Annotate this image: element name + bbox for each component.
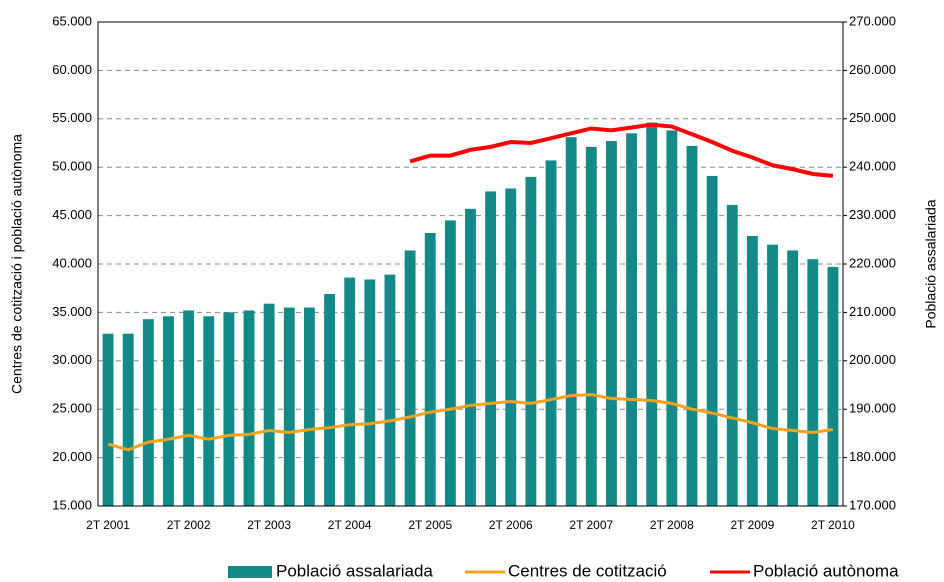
x-tick-label: 2T 2010 (811, 518, 855, 532)
bar (666, 130, 678, 506)
y-tick-label: 50.000 (52, 159, 92, 174)
bar (324, 294, 335, 506)
bar (787, 250, 799, 506)
y-tick-label: 25.000 (52, 401, 92, 416)
y2-tick-label: 270.000 (849, 13, 896, 28)
bar (142, 319, 154, 506)
x-tick-label: 2T 2002 (167, 518, 211, 532)
x-tick-label: 2T 2003 (247, 518, 291, 532)
bar (807, 259, 819, 506)
bar (505, 188, 517, 506)
legend-label: Població assalariada (276, 561, 433, 580)
line (107, 393, 834, 452)
bar (122, 333, 134, 506)
x-tick-label: 2T 2006 (489, 518, 533, 532)
bar (626, 133, 638, 506)
y2-axis-title: Població assalariada (923, 199, 939, 328)
y2-tick-label: 230.000 (849, 207, 896, 222)
bar (545, 160, 557, 506)
y2-tick-label: 200.000 (849, 352, 896, 367)
legend-label: Població autònoma (753, 561, 899, 580)
bar (827, 266, 839, 506)
bar (606, 141, 617, 506)
legend-swatch (228, 566, 272, 578)
bar (706, 175, 718, 507)
y-tick-label: 15.000 (52, 497, 92, 512)
bar (585, 146, 597, 506)
y2-tick-label: 250.000 (849, 110, 896, 125)
y2-tick-label: 210.000 (849, 304, 896, 319)
y2-tick-label: 220.000 (849, 255, 896, 270)
legend-label: Centres de cotització (508, 561, 667, 580)
bar (465, 208, 476, 506)
x-tick-label: 2T 2008 (650, 518, 694, 532)
bar (525, 176, 537, 506)
bar (726, 204, 738, 506)
y-tick-label: 45.000 (52, 207, 92, 222)
x-tick-label: 2T 2004 (328, 518, 372, 532)
y-tick-label: 30.000 (52, 352, 92, 367)
bar (384, 274, 396, 506)
x-tick-label: 2T 2009 (730, 518, 774, 532)
bar (344, 277, 356, 506)
line (409, 122, 834, 178)
x-tick-label: 2T 2001 (86, 518, 130, 532)
y-tick-label: 40.000 (52, 255, 92, 270)
bar (102, 333, 114, 506)
y-tick-label: 55.000 (52, 110, 92, 125)
bar (183, 310, 195, 506)
bar (404, 250, 416, 506)
bar (223, 312, 235, 506)
bar (203, 316, 215, 506)
bar (283, 307, 295, 506)
bar (646, 122, 658, 506)
bar (424, 233, 436, 507)
bar (263, 303, 275, 506)
bar (686, 145, 698, 507)
x-tick-label: 2T 2007 (569, 518, 613, 532)
bar (444, 220, 456, 506)
y-tick-label: 65.000 (52, 13, 92, 28)
bar (243, 310, 255, 506)
bar (364, 279, 376, 506)
bar (565, 137, 577, 506)
y-tick-label: 35.000 (52, 304, 92, 319)
y2-tick-label: 260.000 (849, 62, 896, 77)
bar (767, 244, 778, 506)
y2-tick-label: 190.000 (849, 401, 896, 416)
bar (303, 307, 315, 506)
y-axis-title: Centres de cotització i població autònom… (9, 134, 25, 394)
y2-tick-label: 180.000 (849, 449, 896, 464)
y-tick-label: 20.000 (52, 449, 92, 464)
bar (163, 316, 174, 506)
plot-frame (97, 21, 844, 507)
bar (746, 235, 758, 507)
x-tick-label: 2T 2005 (408, 518, 452, 532)
y-tick-label: 60.000 (52, 62, 92, 77)
bar (485, 191, 497, 506)
y2-tick-label: 170.000 (849, 497, 896, 512)
y2-tick-label: 240.000 (849, 159, 896, 174)
